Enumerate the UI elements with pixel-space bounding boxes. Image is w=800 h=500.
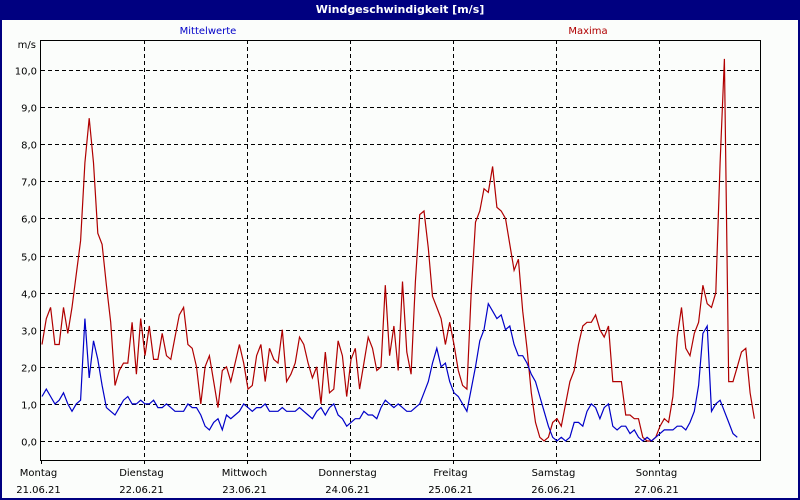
y-tick-label: 7,0	[21, 178, 37, 189]
y-tick-label: 1,0	[21, 401, 37, 412]
x-tick-date: 22.06.21	[119, 485, 164, 496]
y-tick-label: 4,0	[21, 290, 37, 301]
legend-max-label: Maxima	[568, 26, 607, 37]
wind-speed-chart: Mittelwerte Maxima m/s 10,0 9,0 8,0 7,0 6,0 5…	[15, 26, 761, 496]
x-tick-day: Montag	[20, 468, 57, 479]
maxima-line	[41, 58, 755, 442]
y-tick-label: 5,0	[21, 253, 37, 264]
y-tick-label: 8,0	[21, 141, 37, 152]
y-tick-label: 3,0	[21, 327, 37, 338]
y-tick-label: 2,0	[21, 364, 37, 375]
chart-legend: Mittelwerte Maxima	[180, 26, 608, 37]
y-tick-label: 10,0	[15, 67, 37, 78]
x-tick-date: 25.06.21	[428, 485, 473, 496]
mean-line	[41, 301, 738, 442]
y-tick-label: 6,0	[21, 215, 37, 226]
x-tick-day: Freitag	[433, 468, 467, 479]
x-tick-day: Sonntag	[636, 468, 678, 479]
x-axis-ticks: Montag 21.06.21 Dienstag 22.06.21 Mittwoch 23…	[16, 460, 679, 496]
y-tick-label: 0,0	[21, 438, 37, 449]
x-tick-date: 24.06.21	[325, 485, 370, 496]
x-tick-date: 26.06.21	[531, 485, 576, 496]
y-axis-ticks: 10,0 9,0 8,0 7,0 6,0 5,0 4,0 3,0 2,0 1,0 0,0	[15, 67, 37, 449]
grid-lines	[41, 40, 760, 460]
legend-mean-label: Mittelwerte	[180, 26, 237, 37]
window-title: Windgeschwindigkeit [m/s]	[315, 3, 485, 16]
x-tick-day: Mittwoch	[222, 468, 267, 479]
y-tick-label: 9,0	[21, 104, 37, 115]
chart-client-area: Mittelwerte Maxima m/s 10,0 9,0 8,0 7,0 6,0 5…	[2, 20, 798, 498]
x-tick-day: Dienstag	[119, 468, 164, 479]
x-tick-day: Samstag	[532, 468, 576, 479]
x-tick-day: Donnerstag	[318, 468, 376, 479]
y-axis-unit: m/s	[18, 40, 36, 51]
x-tick-date: 23.06.21	[222, 485, 267, 496]
plot-frame	[40, 40, 761, 461]
x-tick-date: 21.06.21	[16, 485, 61, 496]
x-tick-date: 27.06.21	[634, 485, 679, 496]
